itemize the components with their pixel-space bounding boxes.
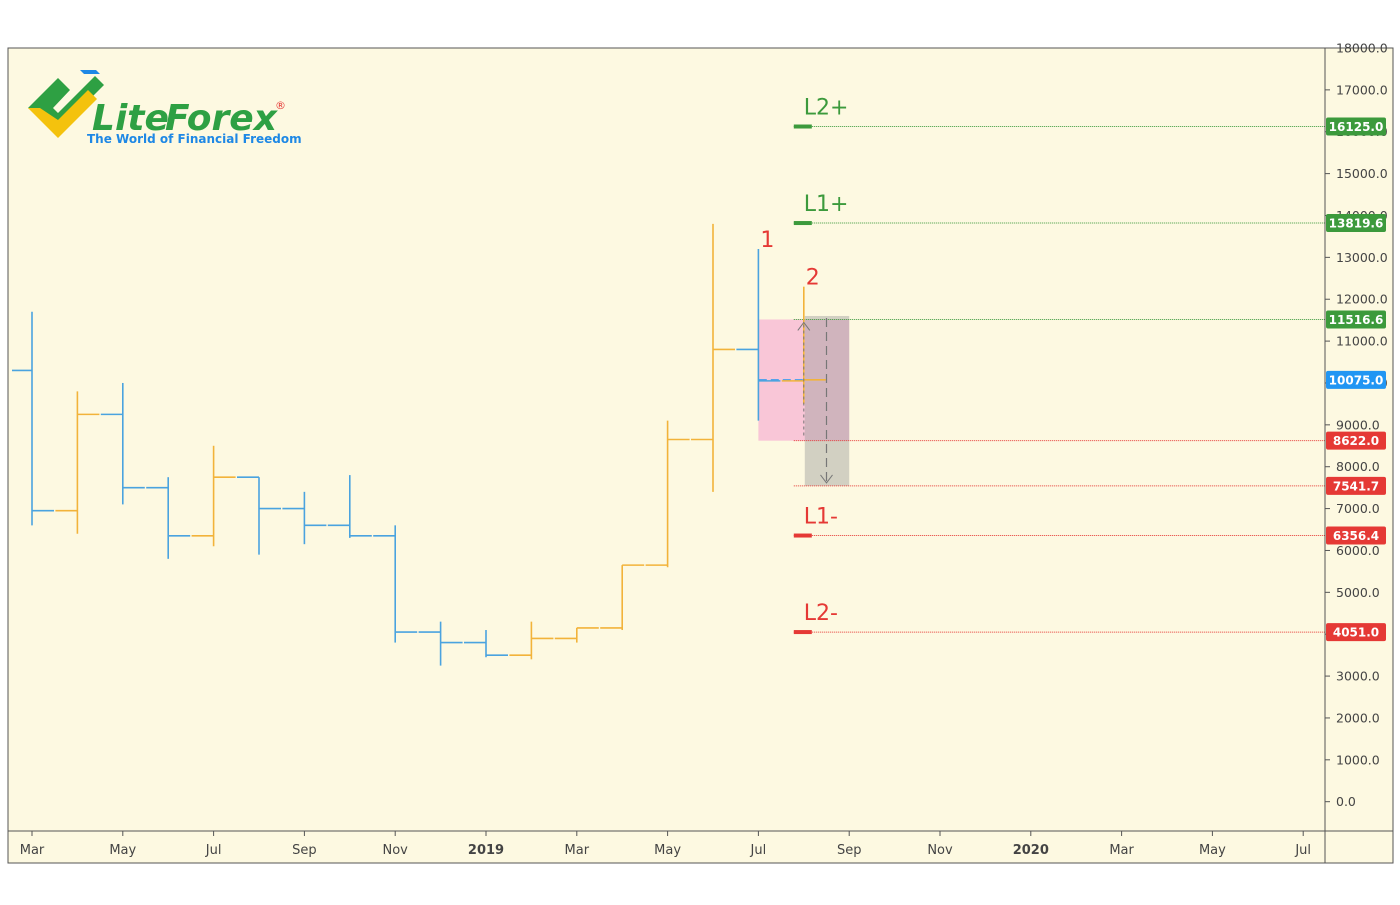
price-tag-label: 16125.0	[1329, 120, 1384, 134]
x-tick-label: 2020	[1013, 843, 1049, 858]
price-tag	[1326, 623, 1386, 642]
ohlc-bar	[237, 476, 281, 555]
ohlc-bar	[464, 630, 508, 658]
price-tag	[1326, 117, 1386, 136]
ohlc-bar	[418, 621, 463, 666]
price-tag	[1326, 476, 1386, 495]
level-name-label: L1+	[804, 192, 849, 217]
price-tag-label: 7541.7	[1333, 479, 1379, 493]
wave-annotation: 1	[760, 228, 774, 253]
ohlc-bar	[327, 475, 372, 538]
x-tick-label: Jul	[205, 843, 222, 858]
y-tick-label: 13000.0	[1336, 250, 1388, 265]
ohlc-bar	[691, 223, 735, 492]
level-name-label: L1-	[804, 505, 838, 530]
y-tick-label: 7000.0	[1336, 501, 1380, 516]
y-tick-label: 17000.0	[1336, 82, 1388, 97]
level-name-label: L2-	[804, 601, 838, 626]
y-tick-label: 3000.0	[1336, 669, 1380, 684]
up-arrow-head-icon	[797, 321, 811, 331]
x-tick-label: 2019	[468, 843, 504, 858]
level-marker	[793, 533, 812, 538]
y-tick-label: 15000.0	[1336, 166, 1388, 181]
y-tick-label: 12000.0	[1336, 292, 1388, 307]
down-arrow-head-icon	[820, 474, 833, 484]
level-name-label: L2+	[804, 96, 849, 121]
x-tick-label: Nov	[927, 843, 953, 858]
y-tick-label: 1000.0	[1336, 752, 1380, 767]
gray-projection-box	[804, 315, 850, 486]
y-tick-label: 2000.0	[1336, 710, 1380, 725]
price-tag	[1326, 214, 1386, 233]
y-tick-label: 11000.0	[1336, 334, 1388, 349]
x-tick-label: May	[1199, 843, 1226, 858]
x-tick-label: Mar	[1109, 843, 1134, 858]
y-tick-label: 6000.0	[1336, 543, 1380, 558]
price-tag-label: 8622.0	[1333, 434, 1379, 448]
price-tag	[1326, 431, 1386, 450]
x-tick-label: May	[654, 843, 681, 858]
ohlc-bar	[191, 445, 236, 547]
ohlc-bar	[12, 311, 54, 526]
ohlc-bar	[645, 420, 690, 568]
y-tick-label: 0.0	[1336, 794, 1356, 809]
x-tick-label: Sep	[837, 843, 862, 858]
x-tick-label: May	[109, 843, 136, 858]
price-tag-label: 4051.0	[1333, 626, 1379, 640]
y-tick-label: 18000.0	[1336, 41, 1388, 56]
ohlc-bar	[736, 248, 781, 421]
x-tick-label: Mar	[20, 843, 45, 858]
logo-brand-forex: Forex	[165, 98, 279, 139]
ohlc-bar	[55, 391, 100, 534]
ohlc-bar	[600, 564, 645, 631]
price-tag	[1326, 526, 1386, 545]
y-tick-label: 5000.0	[1336, 585, 1380, 600]
x-tick-label: Sep	[292, 843, 317, 858]
price-tag-label: 10075.0	[1329, 373, 1384, 387]
ohlc-bar	[146, 477, 191, 559]
price-tag-label: 13819.6	[1329, 217, 1384, 231]
price-tag-label: 6356.4	[1333, 529, 1379, 543]
chart-frame	[7, 47, 1394, 864]
ohlc-bar	[282, 491, 327, 545]
x-tick-label: Jul	[1294, 843, 1311, 858]
level-marker	[793, 221, 812, 226]
price-tag-label: 11516.6	[1329, 313, 1384, 327]
level-marker	[793, 124, 812, 129]
y-tick-label: 9000.0	[1336, 417, 1380, 432]
logo-tagline: The World of Financial Freedom	[87, 132, 302, 146]
x-tick-label: Mar	[565, 843, 590, 858]
level-marker	[793, 630, 812, 635]
ohlc-bar	[373, 525, 418, 643]
price-tag	[1326, 310, 1386, 329]
x-tick-label: Jul	[750, 843, 767, 858]
x-tick-label: Nov	[383, 843, 409, 858]
wave-annotation: 2	[806, 266, 820, 291]
ohlc-bar	[100, 382, 145, 505]
logo-brand-lite: Lite	[92, 98, 169, 139]
ohlc-bar	[554, 627, 599, 643]
logo-registered-mark: ®	[275, 99, 286, 112]
plot-background	[8, 48, 1393, 863]
ohlc-bar	[509, 621, 554, 660]
y-tick-label: 8000.0	[1336, 459, 1380, 474]
price-tag	[1326, 370, 1386, 389]
liteforex-logo: Lite Forex ® The World of Financial Free…	[28, 70, 302, 146]
logo-mark-icon	[28, 70, 104, 138]
